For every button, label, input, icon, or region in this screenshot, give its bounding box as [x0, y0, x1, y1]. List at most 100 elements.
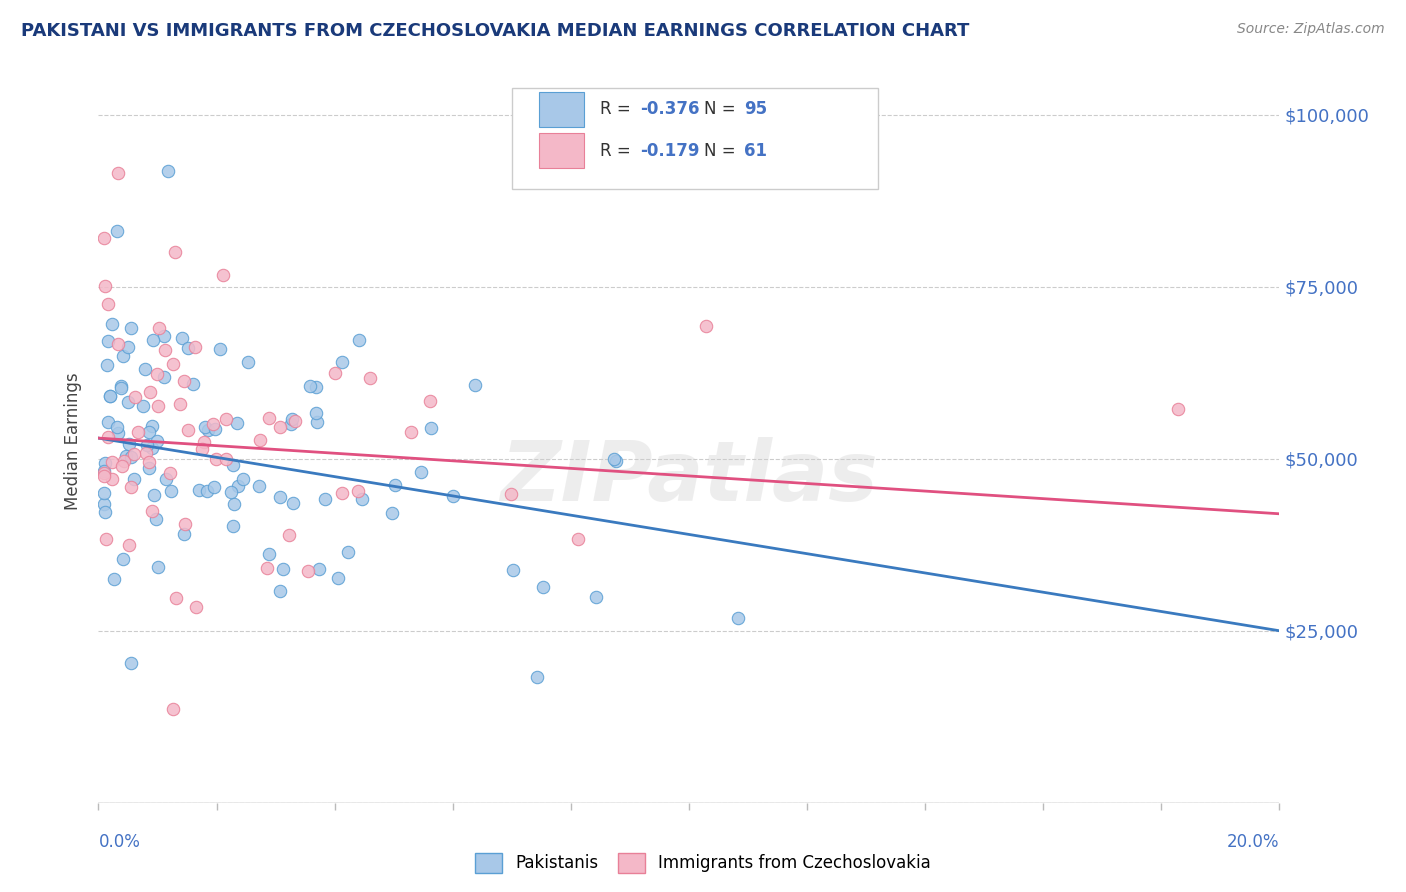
- Point: [124, 447, 146, 461]
- Point: [271, 562, 294, 576]
- Point: [284, 415, 307, 429]
- Point: [360, 370, 382, 384]
- Point: [120, 656, 142, 670]
- Point: [222, 458, 245, 472]
- Point: [212, 268, 235, 282]
- Point: [98, 389, 121, 403]
- Point: [281, 496, 304, 510]
- Point: [136, 438, 159, 452]
- Point: [305, 406, 328, 420]
- Point: [138, 425, 160, 439]
- Point: [94, 278, 117, 293]
- Point: [115, 450, 138, 464]
- Text: N =: N =: [704, 142, 741, 160]
- Point: [215, 412, 238, 426]
- Point: [105, 224, 128, 238]
- Text: -0.179: -0.179: [641, 142, 700, 160]
- Point: [101, 454, 124, 468]
- Point: [97, 297, 120, 311]
- Point: [277, 528, 299, 542]
- Point: [184, 600, 207, 615]
- Point: [173, 374, 195, 388]
- Point: [249, 434, 271, 448]
- Point: [107, 166, 129, 180]
- Point: [97, 415, 120, 429]
- Point: [226, 479, 249, 493]
- Point: [155, 473, 177, 487]
- Point: [112, 349, 135, 363]
- Point: [247, 478, 270, 492]
- Point: [145, 434, 167, 449]
- Point: [120, 450, 142, 464]
- Point: [162, 357, 184, 371]
- Text: N =: N =: [704, 101, 741, 119]
- Point: [141, 418, 163, 433]
- Point: [1167, 401, 1189, 416]
- Point: [409, 465, 432, 479]
- Point: [197, 423, 219, 437]
- Text: 95: 95: [744, 101, 768, 119]
- Y-axis label: Median Earnings: Median Earnings: [65, 373, 83, 510]
- Point: [209, 342, 232, 356]
- Point: [173, 527, 195, 541]
- Point: [222, 519, 245, 533]
- Text: 61: 61: [744, 142, 768, 160]
- Point: [269, 490, 291, 504]
- Point: [326, 571, 349, 585]
- Point: [727, 611, 749, 625]
- Point: [188, 483, 211, 498]
- Point: [330, 355, 353, 369]
- Point: [695, 318, 717, 333]
- Point: [103, 572, 125, 586]
- Point: [464, 378, 486, 392]
- Point: [181, 376, 204, 391]
- Point: [98, 389, 121, 403]
- Point: [93, 468, 115, 483]
- Point: [105, 419, 128, 434]
- Point: [93, 230, 115, 244]
- Point: [191, 442, 214, 456]
- Point: [120, 480, 142, 494]
- Point: [201, 417, 224, 432]
- Text: R =: R =: [600, 142, 637, 160]
- Point: [165, 591, 187, 606]
- Point: [585, 590, 607, 604]
- Text: ZIPatlas: ZIPatlas: [501, 437, 877, 518]
- Point: [146, 559, 169, 574]
- FancyBboxPatch shape: [538, 134, 583, 168]
- Point: [93, 486, 115, 500]
- Point: [257, 411, 280, 425]
- Point: [173, 517, 195, 532]
- Point: [298, 379, 321, 393]
- Point: [94, 456, 117, 470]
- Point: [112, 552, 135, 566]
- Point: [101, 472, 124, 486]
- Point: [238, 355, 260, 369]
- Point: [225, 416, 247, 430]
- Point: [280, 411, 302, 425]
- Point: [127, 425, 149, 439]
- Point: [605, 454, 627, 468]
- Point: [165, 245, 187, 260]
- Point: [97, 334, 120, 349]
- Point: [134, 362, 156, 376]
- Point: [122, 472, 145, 486]
- Point: [195, 483, 218, 498]
- FancyBboxPatch shape: [512, 87, 877, 189]
- Point: [384, 478, 406, 492]
- Point: [194, 420, 217, 434]
- Point: [138, 460, 160, 475]
- Point: [145, 512, 167, 526]
- Point: [269, 584, 291, 599]
- Point: [156, 164, 179, 178]
- Point: [419, 421, 441, 435]
- Point: [177, 423, 200, 437]
- Point: [118, 538, 141, 552]
- Point: [177, 341, 200, 355]
- Point: [305, 416, 328, 430]
- Point: [330, 486, 353, 500]
- Point: [97, 429, 120, 443]
- Text: R =: R =: [600, 101, 637, 119]
- Point: [323, 366, 346, 380]
- Point: [101, 318, 124, 332]
